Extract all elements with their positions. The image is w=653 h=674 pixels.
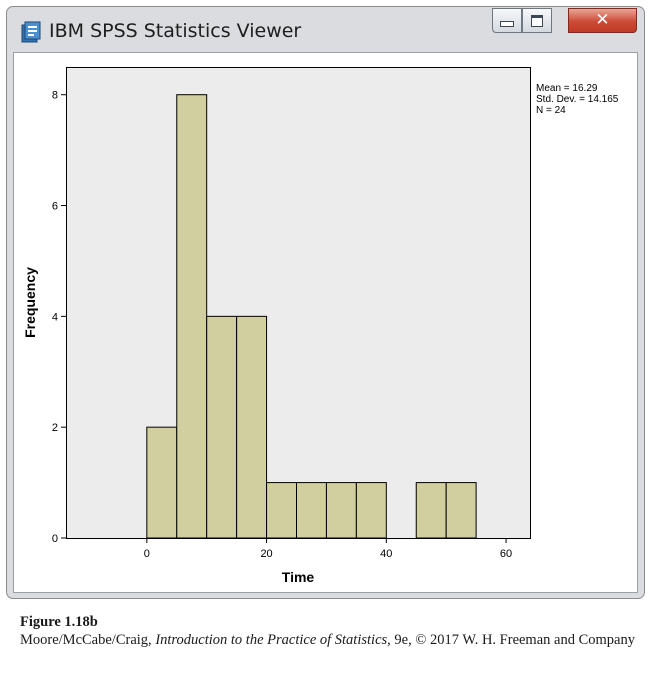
minimize-button[interactable] <box>492 8 522 33</box>
histogram-bar <box>266 482 298 539</box>
histogram-bar <box>445 482 477 539</box>
y-tick-label: 0 <box>52 533 58 545</box>
histogram-bar <box>325 482 357 539</box>
output-pane: 0 2 4 6 8 0 20 40 60 Frequency Time Mean = 16.2… <box>13 52 638 593</box>
figure-label: Figure 1.18b <box>20 614 98 630</box>
y-tick-label: 8 <box>52 90 58 102</box>
histogram-bar <box>176 94 208 539</box>
close-icon: ✕ <box>595 10 610 30</box>
spss-viewer-icon <box>21 21 41 43</box>
minimize-icon <box>500 21 514 27</box>
x-tick-label: 60 <box>500 548 512 560</box>
spss-viewer-window: IBM SPSS Statistics Viewer ✕ 0 2 4 6 8 0 20 40… <box>6 6 645 599</box>
y-tick-label: 4 <box>52 311 58 323</box>
y-axis-label: Frequency <box>22 267 38 338</box>
y-tick-label: 6 <box>52 201 58 213</box>
histogram-bar <box>206 315 238 539</box>
x-axis-label: Time <box>282 569 315 585</box>
maximize-button[interactable] <box>522 8 552 33</box>
figure-caption: Figure 1.18b Moore/McCabe/Craig, Introdu… <box>20 613 640 649</box>
stats-line: N = 24 <box>536 105 566 116</box>
plot-area <box>66 67 531 539</box>
histogram-bar <box>146 426 178 539</box>
window-title: IBM SPSS Statistics Viewer <box>49 20 302 42</box>
histogram-bar <box>355 482 387 539</box>
y-tick-label: 2 <box>52 422 58 434</box>
title-bar[interactable]: IBM SPSS Statistics Viewer ✕ <box>7 7 644 51</box>
x-tick-label: 0 <box>144 548 150 560</box>
histogram-bar <box>415 482 447 539</box>
close-button[interactable]: ✕ <box>568 8 637 33</box>
figure-credit: Moore/McCabe/Craig, Introduction to the … <box>20 631 640 649</box>
credit-authors: Moore/McCabe/Craig, <box>20 632 156 648</box>
stats-line: Std. Dev. = 14.165 <box>536 94 619 105</box>
stats-line: Mean = 16.29 <box>536 83 598 94</box>
x-tick-label: 20 <box>260 548 272 560</box>
credit-book-title: Introduction to the Practice of Statisti… <box>155 632 388 648</box>
credit-publisher: , 9e, © 2017 W. H. Freeman and Company <box>387 632 635 648</box>
maximize-icon <box>531 14 543 27</box>
histogram-chart: 0 2 4 6 8 0 20 40 60 Frequency Time Mean = 16.2… <box>22 67 619 585</box>
histogram-bar <box>296 482 327 539</box>
x-tick-label: 40 <box>380 548 392 560</box>
histogram-bar <box>236 315 268 539</box>
